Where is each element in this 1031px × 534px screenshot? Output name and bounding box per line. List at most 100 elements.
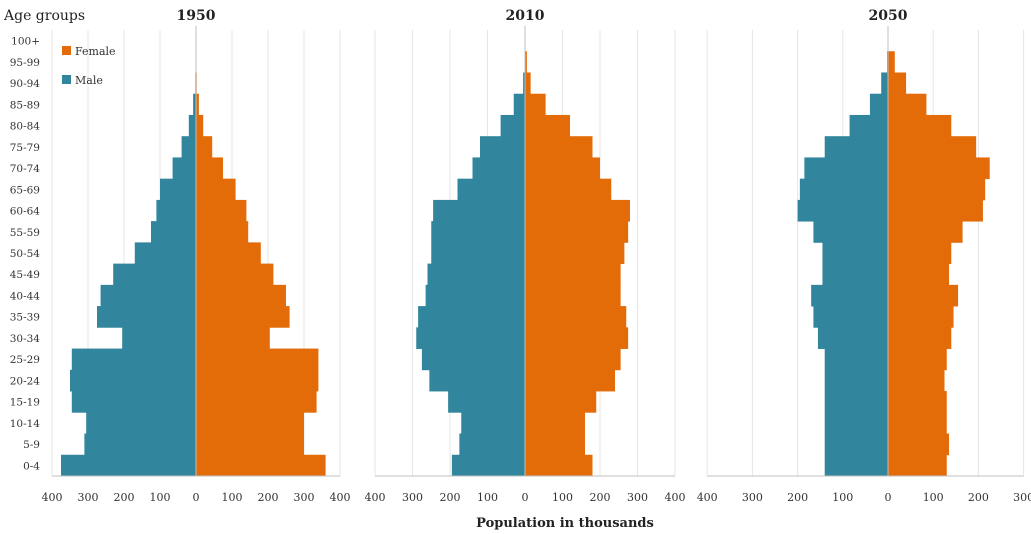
bar-2050-female-10-14 bbox=[888, 412, 947, 434]
x-tick-2010-4: 0 bbox=[522, 491, 529, 504]
panel-title-1950: 1950 bbox=[177, 8, 216, 24]
x-tick-1950-5: 100 bbox=[222, 491, 243, 504]
age-label-85-89: 85-89 bbox=[10, 99, 40, 111]
legend-label-male: Male bbox=[75, 74, 103, 87]
bar-2050-male-0-4 bbox=[824, 454, 888, 477]
bar-2010-female-30-34 bbox=[525, 327, 629, 349]
bar-2050-male-70-74 bbox=[804, 157, 888, 180]
bar-2050-female-20-24 bbox=[888, 369, 945, 392]
bar-2050-male-25-29 bbox=[824, 348, 888, 371]
y-axis-title: Age groups bbox=[3, 8, 85, 24]
bar-2010-female-35-39 bbox=[525, 306, 627, 328]
bar-2010-female-60-64 bbox=[525, 199, 630, 222]
bar-2050-male-10-14 bbox=[824, 412, 888, 434]
x-tick-1950-2: 200 bbox=[114, 491, 135, 504]
bar-2050-female-75-79 bbox=[888, 136, 977, 158]
bar-2050-female-70-74 bbox=[888, 157, 990, 180]
bar-2050-male-15-19 bbox=[824, 391, 888, 413]
age-label-65-69: 65-69 bbox=[10, 184, 40, 196]
bar-2050-female-0-4 bbox=[888, 454, 947, 477]
bar-1950-male-30-34 bbox=[122, 327, 196, 349]
bar-2010-male-45-49 bbox=[427, 263, 525, 286]
legend-label-female: Female bbox=[75, 45, 116, 58]
x-tick-2010-3: 100 bbox=[477, 491, 498, 504]
legend-swatch-male bbox=[62, 75, 71, 84]
labels-layer: 0-4 5-9 10-14 15-19 20-24 25-29 30-34 35-39 40-4… bbox=[10, 8, 1031, 504]
bar-1950-female-80-84 bbox=[196, 114, 204, 137]
bar-2050-male-65-69 bbox=[799, 178, 888, 201]
age-label-100+: 100+ bbox=[11, 36, 40, 48]
bar-1950-male-10-14 bbox=[86, 412, 196, 434]
bar-2050-female-30-34 bbox=[888, 327, 952, 349]
x-tick-2010-1: 300 bbox=[402, 491, 423, 504]
x-tick-2050-3: 100 bbox=[832, 491, 853, 504]
bar-1950-female-35-39 bbox=[196, 306, 290, 328]
bar-2010-male-20-24 bbox=[429, 369, 525, 392]
bar-1950-male-15-19 bbox=[71, 391, 196, 413]
bar-1950-female-25-29 bbox=[196, 348, 319, 371]
x-axis-title: Population in thousands bbox=[476, 516, 654, 531]
bar-1950-male-55-59 bbox=[151, 221, 196, 243]
bar-1950-female-60-64 bbox=[196, 199, 247, 222]
bar-2010-male-50-54 bbox=[431, 242, 525, 265]
bar-1950-male-70-74 bbox=[172, 157, 196, 180]
bar-2050-female-55-59 bbox=[888, 221, 963, 243]
bar-2010-male-15-19 bbox=[448, 391, 525, 413]
bar-2050-male-50-54 bbox=[822, 242, 888, 265]
legend: Female Male bbox=[62, 45, 116, 87]
bar-1950-female-65-69 bbox=[196, 178, 236, 201]
bar-2050-male-90-94 bbox=[881, 72, 888, 95]
bar-2010-male-10-14 bbox=[461, 412, 525, 434]
bar-2010-male-0-4 bbox=[451, 454, 525, 477]
bar-2050-male-85-89 bbox=[869, 93, 888, 116]
bar-2050-female-35-39 bbox=[888, 306, 954, 328]
bar-1950-male-75-79 bbox=[181, 136, 196, 158]
bar-2050-male-45-49 bbox=[822, 263, 888, 286]
x-tick-2010-5: 100 bbox=[552, 491, 573, 504]
bar-2010-male-5-9 bbox=[459, 433, 525, 456]
x-tick-1950-4: 0 bbox=[193, 491, 200, 504]
x-tick-2010-8: 400 bbox=[665, 491, 686, 504]
age-label-5-9: 5-9 bbox=[23, 439, 40, 451]
bar-2010-male-85-89 bbox=[513, 93, 525, 116]
bar-1950-female-70-74 bbox=[196, 157, 223, 180]
bar-2010-female-70-74 bbox=[525, 157, 600, 180]
x-tick-1950-8: 400 bbox=[330, 491, 351, 504]
bar-2010-female-45-49 bbox=[525, 263, 621, 286]
bar-1950-male-20-24 bbox=[70, 369, 196, 392]
x-tick-2050-5: 100 bbox=[923, 491, 944, 504]
age-label-75-79: 75-79 bbox=[10, 142, 40, 154]
bar-2010-male-25-29 bbox=[421, 348, 525, 371]
bar-2050-female-45-49 bbox=[888, 263, 950, 286]
bar-2050-female-80-84 bbox=[888, 114, 952, 137]
x-tick-2050-0: 400 bbox=[697, 491, 718, 504]
x-tick-1950-0: 400 bbox=[42, 491, 63, 504]
bar-1950-female-30-34 bbox=[196, 327, 270, 349]
bar-2010-female-10-14 bbox=[525, 412, 585, 434]
bar-1950-male-45-49 bbox=[113, 263, 196, 286]
x-tick-1950-6: 200 bbox=[258, 491, 279, 504]
panel-title-2050: 2050 bbox=[869, 8, 908, 24]
age-label-90-94: 90-94 bbox=[10, 78, 41, 90]
x-tick-2050-1: 300 bbox=[742, 491, 763, 504]
x-tick-1950-7: 300 bbox=[294, 491, 315, 504]
x-tick-2010-7: 300 bbox=[627, 491, 648, 504]
x-tick-2050-2: 200 bbox=[787, 491, 808, 504]
age-label-0-4: 0-4 bbox=[23, 460, 40, 472]
bar-2010-female-55-59 bbox=[525, 221, 629, 243]
age-label-95-99: 95-99 bbox=[10, 57, 40, 69]
bar-1950-male-60-64 bbox=[156, 199, 196, 222]
bar-2050-male-75-79 bbox=[824, 136, 888, 158]
axes-layer bbox=[52, 26, 1024, 477]
bar-2010-male-30-34 bbox=[416, 327, 525, 349]
bar-1950-female-15-19 bbox=[196, 391, 317, 413]
x-tick-2010-0: 400 bbox=[365, 491, 386, 504]
age-label-60-64: 60-64 bbox=[10, 206, 41, 218]
age-label-45-49: 45-49 bbox=[10, 269, 40, 281]
bar-1950-female-55-59 bbox=[196, 221, 249, 243]
bar-2050-male-60-64 bbox=[797, 199, 888, 222]
bar-1950-female-10-14 bbox=[196, 412, 304, 434]
bar-2010-female-90-94 bbox=[525, 72, 531, 95]
